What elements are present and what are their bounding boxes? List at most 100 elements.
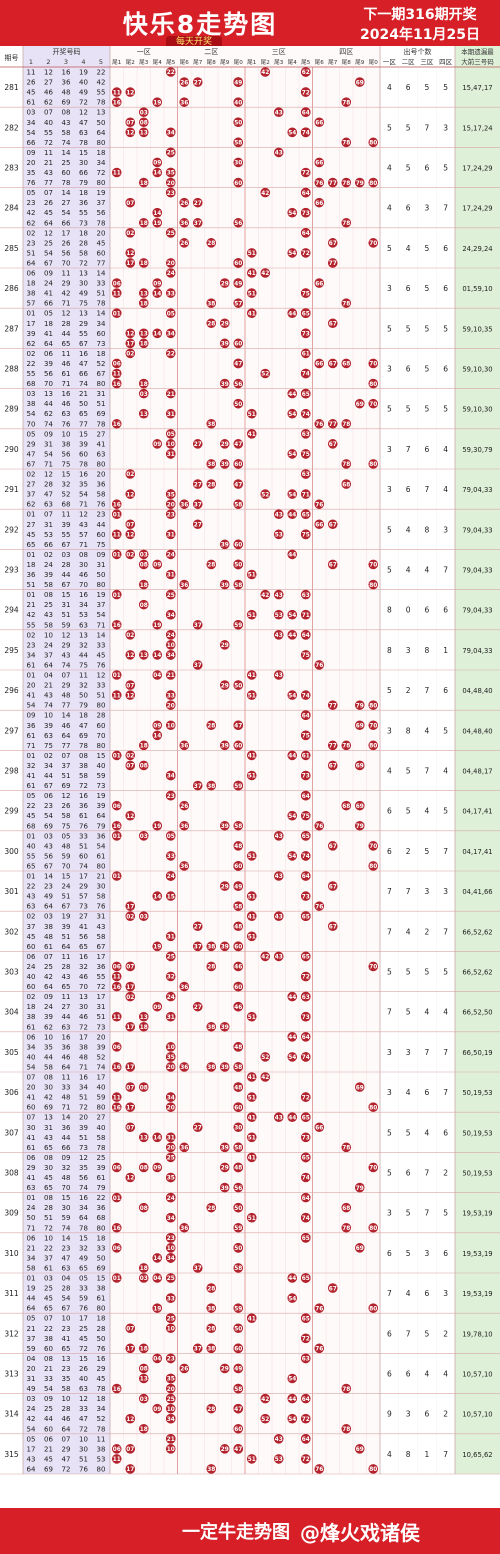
draw-number: 04	[62, 1275, 71, 1283]
draw-number: 38	[44, 923, 53, 931]
draw-number: 30	[27, 1124, 36, 1132]
drawn-ball	[341, 479, 352, 489]
drawn-ball	[260, 368, 271, 379]
draw-number: 55	[79, 330, 88, 338]
drawn-ball-label: 43	[275, 874, 283, 880]
draw-number: 51	[97, 1013, 106, 1021]
draw-number: 20	[97, 1033, 106, 1041]
drawn-ball-label: 70	[369, 844, 377, 850]
period-label: 294	[4, 606, 19, 615]
drawn-ball	[111, 961, 122, 972]
drawn-ball-label: 18	[140, 1347, 148, 1353]
drawn-ball-label: 12	[126, 814, 134, 820]
drawn-ball	[152, 670, 163, 680]
drawn-ball	[138, 338, 149, 349]
drawn-ball-label: 37	[194, 945, 202, 951]
header-tail: 尾7	[193, 59, 203, 66]
drawn-ball-label: 01	[113, 1276, 121, 1282]
draw-number: 54	[27, 410, 36, 418]
zone-count: 3	[406, 646, 411, 655]
period-label: 313	[4, 1370, 19, 1379]
draw-number: 73	[79, 219, 88, 227]
draw-number: 78	[97, 99, 106, 107]
draw-number: 36	[62, 1043, 71, 1051]
drawn-ball	[300, 107, 311, 117]
drawn-ball	[111, 1062, 122, 1072]
drawn-ball-label: 64	[302, 633, 310, 639]
draw-number: 34	[44, 762, 53, 770]
drawn-ball-label: 43	[275, 593, 283, 599]
draw-number: 15	[62, 591, 71, 599]
drawn-ball-label: 47	[234, 1447, 242, 1453]
drawn-ball-label: 76	[315, 663, 323, 669]
zone-count: 5	[387, 123, 392, 132]
draw-number: 20	[27, 159, 36, 167]
draw-number: 70	[62, 1184, 71, 1192]
drawn-ball-label: 44	[288, 754, 296, 760]
drawn-ball-label: 67	[329, 442, 337, 448]
drawn-ball-label: 37	[194, 663, 202, 669]
drawn-ball	[152, 619, 163, 630]
drawn-ball	[192, 217, 203, 228]
drawn-ball	[233, 579, 244, 590]
drawn-ball	[152, 217, 163, 228]
draw-number: 10	[62, 1395, 71, 1403]
draw-number: 79	[97, 822, 106, 830]
drawn-ball	[138, 107, 149, 117]
draw-number: 11	[97, 1435, 106, 1443]
drawn-ball-label: 24	[167, 995, 175, 1001]
drawn-ball-label: 70	[369, 563, 377, 569]
zone-count: 7	[387, 927, 392, 936]
draw-number: 69	[44, 1104, 53, 1112]
draw-number: 18	[79, 229, 88, 237]
zone-count: 5	[387, 686, 392, 695]
draw-number: 67	[62, 541, 71, 549]
drawn-ball-label: 48	[234, 1166, 242, 1172]
drawn-ball	[300, 348, 311, 359]
drawn-ball-label: 16	[113, 422, 121, 428]
zone-count: 7	[424, 485, 429, 494]
draw-number: 60	[97, 330, 106, 338]
drawn-ball-label: 64	[302, 794, 310, 800]
drawn-ball	[368, 841, 379, 851]
draw-number: 55	[97, 973, 106, 981]
drawn-ball-label: 29	[221, 321, 229, 327]
drawn-ball-label: 27	[194, 80, 202, 86]
draw-number: 80	[97, 1224, 106, 1232]
drawn-ball-label: 65	[302, 1156, 310, 1162]
draw-number: 73	[97, 1023, 106, 1031]
drawn-ball	[206, 318, 217, 329]
draw-number: 18	[97, 350, 106, 358]
header-bar: 快乐8走势图 每天开奖 下一期316期开奖 2024年11月25日	[0, 0, 500, 49]
drawn-ball-label: 72	[302, 90, 310, 96]
period-label: 302	[4, 927, 19, 936]
draw-number: 44	[44, 772, 53, 780]
draw-number: 12	[62, 631, 71, 639]
drawn-ball	[192, 479, 203, 489]
drawn-ball	[206, 418, 217, 429]
drawn-ball	[300, 891, 311, 901]
draw-number: 07	[27, 1114, 36, 1122]
drawn-ball-label: 60	[234, 1427, 242, 1433]
drawn-ball	[165, 790, 176, 801]
drawn-ball-label: 31	[167, 573, 175, 579]
drawn-ball-label: 17	[126, 342, 134, 348]
drawn-ball-label: 31	[167, 452, 175, 458]
drawn-ball-label: 13	[140, 131, 148, 137]
zone-count: 7	[443, 566, 448, 575]
zone-count: 4	[406, 244, 411, 253]
draw-number: 73	[79, 903, 88, 911]
drawn-ball-label: 42	[261, 191, 269, 197]
draw-number: 45	[97, 239, 106, 247]
drawn-ball	[219, 459, 230, 469]
header-tail: 尾3	[274, 59, 284, 66]
drawn-ball-label: 54	[288, 412, 296, 418]
drawn-ball	[165, 1102, 176, 1112]
draw-number: 77	[62, 742, 71, 750]
drawn-ball	[233, 378, 244, 389]
draw-number: 44	[62, 1013, 71, 1021]
zone-count: 5	[406, 324, 411, 333]
draw-number: 49	[79, 1254, 88, 1262]
drawn-ball-label: 30	[234, 161, 242, 167]
draw-number: 56	[97, 209, 106, 217]
